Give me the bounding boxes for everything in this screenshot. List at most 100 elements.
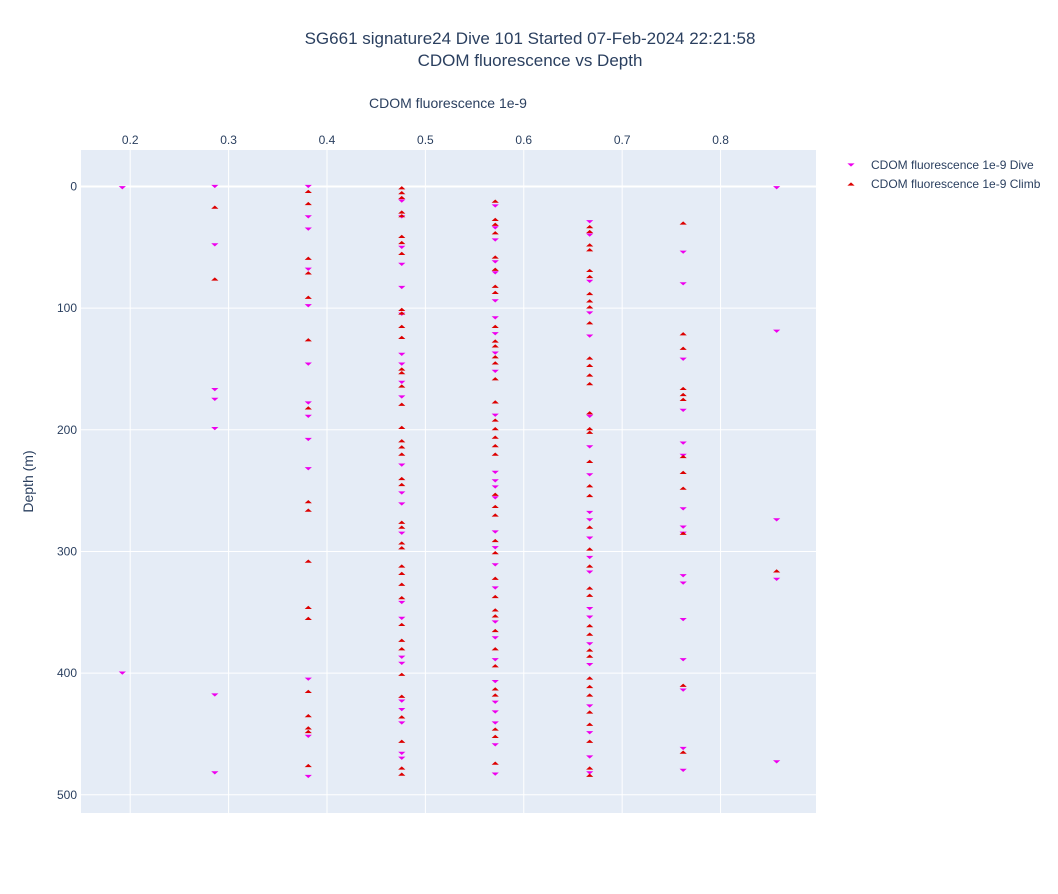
data-point	[491, 290, 499, 294]
data-point	[304, 215, 312, 219]
data-point	[491, 664, 499, 668]
data-point	[586, 248, 594, 252]
data-point	[586, 773, 594, 777]
data-point	[586, 274, 594, 279]
data-point	[586, 684, 594, 689]
data-point	[304, 271, 312, 275]
data-point	[398, 395, 406, 399]
data-point	[586, 459, 594, 464]
data-point	[304, 763, 312, 768]
x-tick-label: 0.5	[417, 133, 434, 147]
data-point	[586, 229, 594, 234]
legend-item[interactable]: CDOM fluorescence 1e-9 Dive	[847, 158, 1034, 172]
data-point	[586, 430, 594, 434]
data-point	[491, 504, 499, 509]
data-point	[586, 654, 594, 658]
data-markers	[118, 184, 781, 779]
data-point	[679, 441, 687, 445]
data-point	[491, 496, 499, 500]
x-tick-label: 0.2	[122, 133, 139, 147]
series-1-markers	[211, 186, 687, 777]
data-point	[586, 363, 594, 367]
data-point	[491, 299, 499, 303]
data-point	[586, 299, 594, 303]
data-point	[491, 576, 499, 580]
y-tick-label: 200	[57, 423, 77, 437]
data-point	[586, 279, 594, 284]
data-point	[679, 574, 687, 578]
data-point	[679, 525, 687, 529]
data-point	[491, 743, 499, 747]
data-point	[491, 700, 499, 704]
data-point	[586, 484, 594, 488]
legend[interactable]: CDOM fluorescence 1e-9 Dive CDOM fluoresc…	[847, 158, 1041, 191]
data-point	[491, 492, 499, 496]
data-point	[398, 210, 406, 214]
data-point	[586, 356, 594, 360]
data-point	[398, 195, 406, 200]
data-point	[304, 729, 312, 734]
data-point	[491, 628, 499, 633]
data-point	[586, 555, 594, 560]
data-point	[491, 614, 499, 618]
data-point	[491, 693, 499, 697]
data-point	[398, 638, 406, 642]
data-point	[491, 679, 499, 684]
data-point	[398, 476, 406, 481]
y-tick-label: 300	[57, 544, 77, 558]
y-axis-title: Depth (m)	[20, 450, 36, 512]
data-point	[398, 384, 406, 388]
y-tick-label: 500	[57, 788, 77, 802]
data-point	[679, 454, 687, 459]
data-point	[491, 710, 499, 714]
data-point	[679, 357, 687, 361]
data-point	[304, 714, 312, 718]
data-point	[586, 615, 594, 619]
data-point	[586, 305, 594, 309]
data-point	[398, 721, 406, 725]
data-point	[491, 316, 499, 320]
data-point	[304, 295, 312, 299]
data-point	[586, 426, 594, 431]
data-point	[118, 186, 126, 190]
legend-label: CDOM fluorescence 1e-9 Dive	[871, 158, 1034, 172]
data-point	[398, 190, 406, 195]
data-point	[679, 408, 687, 412]
data-point	[398, 251, 406, 256]
data-point	[304, 774, 312, 779]
data-point	[586, 607, 594, 611]
legend-item[interactable]: CDOM fluorescence 1e-9 Climb	[847, 177, 1041, 191]
data-point	[491, 418, 499, 422]
data-point	[398, 452, 406, 456]
data-point	[491, 608, 499, 612]
data-point	[398, 525, 406, 529]
data-point	[586, 233, 594, 237]
data-point	[398, 564, 406, 568]
data-point	[586, 311, 594, 315]
data-point	[679, 470, 687, 474]
data-point	[398, 672, 406, 676]
data-point	[304, 406, 312, 410]
data-point	[398, 402, 406, 406]
data-point	[586, 536, 594, 540]
data-point	[211, 243, 219, 247]
data-point	[491, 339, 499, 343]
data-point	[491, 260, 499, 264]
data-point	[398, 661, 406, 665]
data-point	[398, 531, 406, 535]
data-point	[304, 689, 312, 693]
series-2-markers	[773, 569, 781, 573]
y-axis-ticks: 0 100 200 300 400 500	[57, 179, 77, 801]
data-point	[398, 502, 406, 506]
data-point	[586, 411, 594, 415]
data-point	[398, 756, 406, 760]
data-point	[491, 546, 499, 550]
data-point	[211, 388, 219, 392]
data-point	[304, 201, 312, 206]
data-point	[398, 491, 406, 495]
data-point	[398, 262, 406, 266]
data-point	[679, 683, 687, 687]
data-point	[491, 361, 499, 365]
data-point	[586, 771, 594, 775]
